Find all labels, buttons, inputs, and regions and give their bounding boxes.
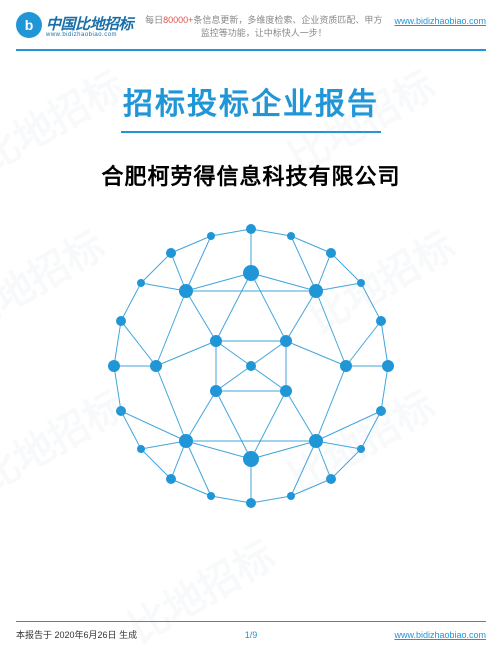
header-tagline: 每日80000+条信息更新，多维度检索、企业资质匹配、甲方监控等功能，让中标快人… (133, 12, 394, 39)
header-url-link[interactable]: www.bidizhaobiao.com (394, 12, 486, 26)
header: b 中国比地招标 www.bidizhaobiao.com 每日80000+条信… (0, 0, 502, 49)
footer-url-link[interactable]: www.bidizhaobiao.com (394, 630, 486, 640)
footer-page: 1/9 (245, 630, 258, 640)
network-diagram (0, 221, 502, 511)
logo-icon: b (16, 12, 42, 38)
footer-generated: 本报告于 2020年6月26日 生成 (16, 628, 137, 641)
title-underline (121, 131, 381, 133)
company-name: 合肥柯劳得信息科技有限公司 (0, 159, 502, 191)
header-divider (16, 49, 486, 51)
logo-text: 中国比地招标 (46, 13, 133, 34)
network-svg (106, 221, 396, 511)
logo: b 中国比地招标 www.bidizhaobiao.com (16, 12, 133, 38)
report-title: 招标投标企业报告 (0, 79, 502, 123)
footer: 本报告于 2020年6月26日 生成 1/9 www.bidizhaobiao.… (16, 621, 486, 649)
